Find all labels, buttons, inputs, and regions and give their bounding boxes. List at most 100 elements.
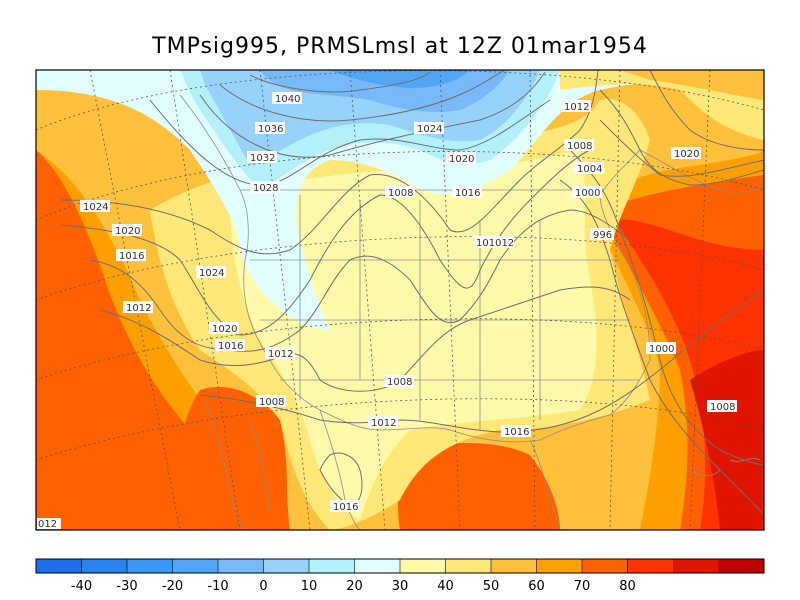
colorbar-tick-label: 80: [619, 579, 636, 594]
colorbar-swatch: [127, 559, 173, 573]
svg-text:1008: 1008: [259, 397, 284, 408]
isobar-label-1008-plains: 1008: [384, 375, 414, 388]
colorbar-tick-label: -40: [71, 579, 92, 594]
colorbar-tick-label: 70: [574, 579, 591, 594]
isobar-label-1032: 1032: [247, 151, 277, 164]
political-boundaries: [179, 94, 764, 530]
isobar-label-1020-west: 1020: [112, 224, 142, 237]
svg-text:1004: 1004: [577, 164, 602, 175]
colorbar-tick-label: 60: [528, 579, 545, 594]
isobar-label-1016-mexico: 1016: [330, 500, 360, 513]
svg-text:1008: 1008: [387, 377, 412, 388]
isobar-label-1008-mexico: 1008: [256, 395, 286, 408]
svg-text:1024: 1024: [83, 202, 108, 213]
colorbar-tick-label: 20: [346, 579, 363, 594]
svg-text:1008: 1008: [388, 188, 413, 199]
colorbar-swatch: [309, 559, 355, 573]
colorbar-swatch: [263, 559, 310, 573]
svg-text:1036: 1036: [258, 124, 283, 135]
colorbar-swatch: [81, 559, 128, 573]
graticule: [36, 70, 764, 530]
svg-text:1016: 1016: [455, 188, 480, 199]
isobar-label-1024-plains: 1024: [196, 266, 226, 279]
svg-text:1000: 1000: [649, 344, 674, 355]
svg-text:1012: 1012: [564, 102, 589, 113]
colorbar-swatch: [627, 559, 674, 573]
svg-text:1040: 1040: [275, 94, 300, 105]
colorbar-tick-label: 0: [259, 579, 267, 594]
isobar-label-1016-west: 1016: [116, 249, 146, 262]
isobar-label-101012: 101012: [474, 236, 514, 249]
colorbar-swatch: [354, 559, 401, 573]
isobar-label-1016-lakes: 1016: [452, 186, 482, 199]
colorbar-swatch: [536, 559, 583, 573]
colorbar-tick-label: -30: [116, 579, 137, 594]
isobar-label-1020-ne: 1020: [446, 152, 476, 165]
colorbar-swatch: [445, 559, 492, 573]
isobar-label-1020-canada: 1020: [671, 147, 701, 160]
isobar-label-1012-tx: 1012: [368, 416, 398, 429]
svg-text:1008: 1008: [710, 402, 735, 413]
svg-text:1020: 1020: [212, 324, 237, 335]
isobar-label-1012-pacific: 1012: [123, 301, 153, 314]
isobar-label-1036: 1036: [255, 122, 285, 135]
svg-text:1020: 1020: [115, 226, 140, 237]
isobar-label-996: 996: [590, 228, 614, 241]
isobar-label-1020-rockies: 1020: [209, 322, 239, 335]
isobar-label-1000-ne: 1000: [572, 186, 602, 199]
isobar-labels: 1040 1036 1032 1028 1024 1024 1024 1020 …: [37, 92, 737, 530]
colorbar-swatch: [36, 559, 82, 573]
svg-text:1016: 1016: [504, 427, 529, 438]
svg-text:1020: 1020: [674, 149, 699, 160]
isobars: [59, 70, 764, 516]
isobar-label-1008-ne: 1008: [564, 139, 594, 152]
map-title: TMPsig995, PRMSLmsl at 12Z 01mar1954: [152, 34, 648, 59]
svg-text:1008: 1008: [567, 141, 592, 152]
svg-text:1032: 1032: [250, 153, 275, 164]
colorbar-tick-label: 10: [301, 579, 318, 594]
isobar-label-1012-edge: 012: [37, 518, 61, 530]
svg-text:1000: 1000: [575, 188, 600, 199]
isobar-label-1024-nc: 1024: [414, 122, 444, 135]
colorbar-swatches: [36, 559, 765, 573]
svg-text:1024: 1024: [199, 268, 224, 279]
colorbar-swatch: [718, 559, 765, 573]
colorbar-swatch: [673, 559, 719, 573]
colorbar-ticks: -40 -30 -20 -10 0 10 20 30 40 50 60 70 80: [71, 559, 636, 594]
isobar-label-1028: 1028: [250, 181, 280, 194]
svg-text:996: 996: [593, 230, 612, 241]
colorbar-swatch: [400, 559, 446, 573]
map-frame: [35, 69, 765, 531]
svg-text:1020: 1020: [449, 154, 474, 165]
svg-text:012: 012: [38, 519, 57, 530]
isobar-label-1012-ne: 1012: [561, 100, 591, 113]
isobar-label-1012-sw: 1012: [265, 347, 295, 360]
isobar-label-1016-sw: 1016: [215, 339, 245, 352]
isobar-label-1000-atl: 1000: [646, 342, 676, 355]
colorbar-tick-label: 30: [392, 579, 409, 594]
svg-text:1016: 1016: [333, 502, 358, 513]
svg-text:1016: 1016: [119, 251, 144, 262]
colorbar-frame: [35, 558, 765, 574]
temperature-field: [36, 70, 764, 530]
colorbar-tick-label: 40: [437, 579, 454, 594]
svg-text:1012: 1012: [268, 349, 293, 360]
isobar-label-1024-west: 1024: [80, 200, 110, 213]
svg-text:1012: 1012: [371, 418, 396, 429]
colorbar-tick-label: -10: [207, 579, 228, 594]
colorbar-swatch: [172, 559, 219, 573]
isobar-label-1008-north: 1008: [385, 186, 415, 199]
isobar-label-1040: 1040: [272, 92, 302, 105]
colorbar-swatch: [491, 559, 537, 573]
svg-text:1012: 1012: [126, 303, 151, 314]
isobar-label-1004: 1004: [574, 162, 604, 175]
colorbar-swatch: [218, 559, 264, 573]
colorbar-swatch: [582, 559, 628, 573]
isobar-label-1008-atlantic: 1008: [707, 400, 737, 413]
svg-text:1028: 1028: [253, 183, 278, 194]
svg-text:1024: 1024: [417, 124, 442, 135]
colorbar-tick-label: -20: [162, 579, 183, 594]
svg-text:1016: 1016: [218, 341, 243, 352]
